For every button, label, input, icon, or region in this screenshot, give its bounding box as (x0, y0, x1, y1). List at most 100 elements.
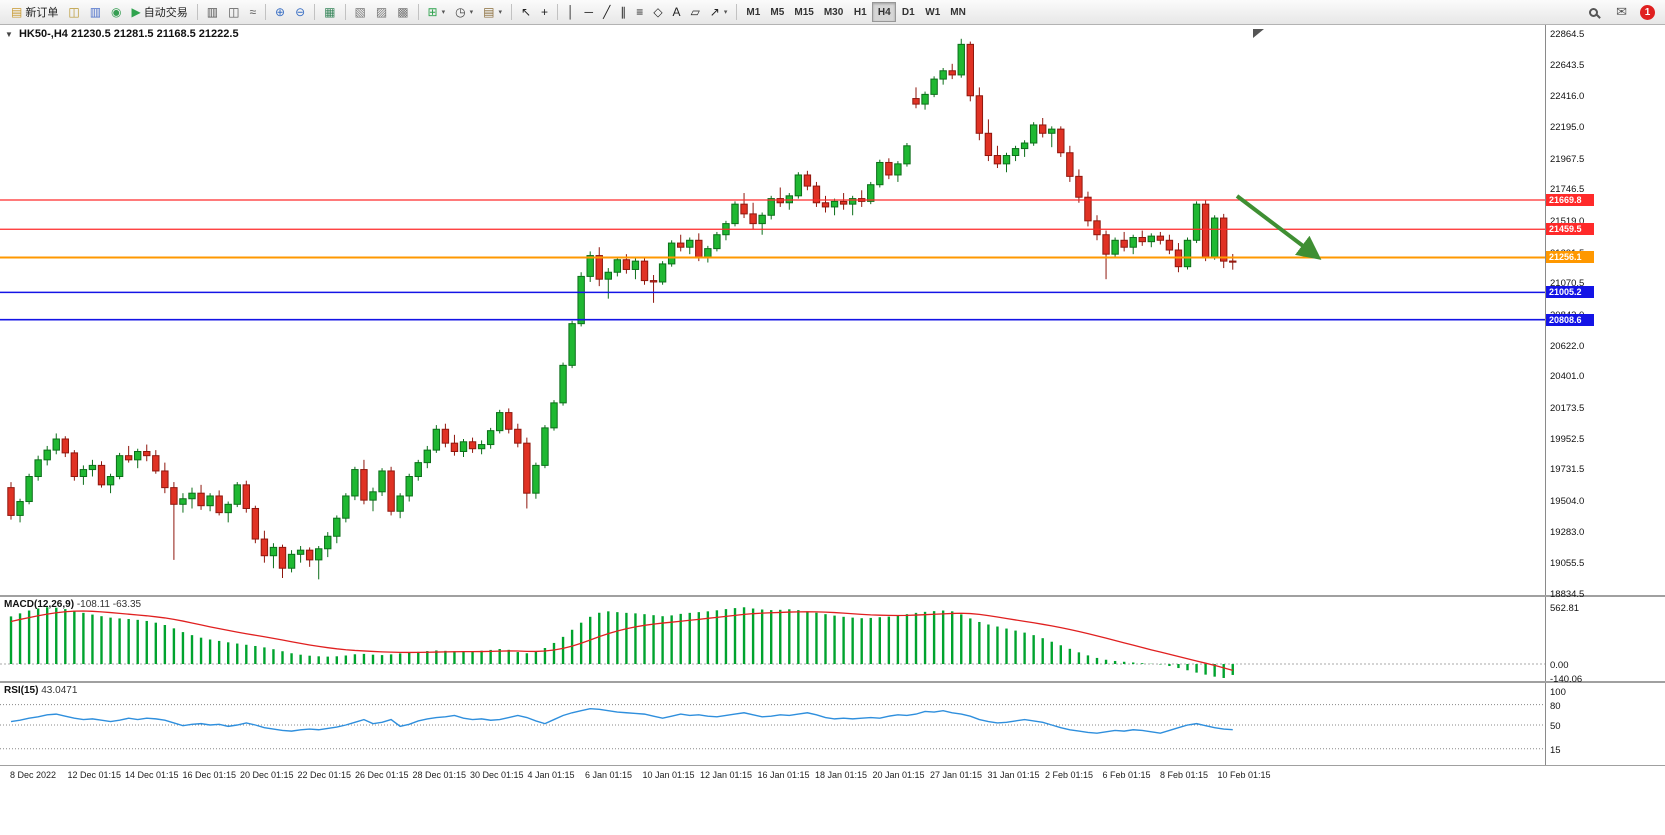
arrows-button[interactable]: ↗ ▾ (705, 2, 733, 22)
templates-icon: ▤ (483, 5, 495, 19)
time-axis-label: 10 Feb 01:15 (1217, 770, 1271, 780)
price-axis[interactable]: 22864.5 22643.5 22416.0 22195.0 21967.5 21746… (1545, 25, 1665, 600)
rsi-chart[interactable] (0, 683, 1545, 765)
cascade-charts-button[interactable]: ▨ (371, 2, 392, 22)
trendline-button[interactable]: ╱ (598, 2, 615, 22)
price-axis-label: 19731.5 (1550, 464, 1585, 476)
rsi-axis-label: 100 (1550, 687, 1566, 698)
toolbar-separator (417, 4, 419, 20)
price-axis-label: 20173.5 (1550, 402, 1585, 414)
rsi-axis[interactable]: 100 80 50 15 (1545, 683, 1665, 765)
message-button[interactable]: ✉ (1611, 2, 1632, 22)
candlestick-chart[interactable] (0, 25, 1545, 595)
vertical-line-icon: │ (567, 5, 575, 19)
time-axis-label: 8 Feb 01:15 (1160, 770, 1209, 780)
market-watch-icon: ◫ (68, 5, 80, 19)
time-axis-label: 18 Jan 01:15 (815, 770, 868, 780)
auto-trading-button[interactable]: ▶ 自动交易 (127, 2, 193, 22)
toolbar-left-group: ▤ 新订单 ◫ ▥ ◉ ▶ 自动交易 ▥ ◫ ≈ ⊕ ⊖ ▦ ▧ ▨ ▩ ⊞ ▾ ◷ ▾ ▤ ▾ ↖ + │ ─ ╱ ∥ ≡ ◇ A ▱ ↗ ▾ M… (6, 0, 971, 24)
rsi-axis-label: 15 (1550, 744, 1561, 756)
macd-panel[interactable]: MACD(12,26,9) -108.11 -63.35 562.81 0.00 -… (0, 597, 1665, 685)
time-axis[interactable]: 8 Dec 2022 12 Dec 01:15 14 Dec 01:15 16 Dec… (0, 766, 1665, 785)
collapse-arrow-icon[interactable]: ▼ (5, 30, 13, 39)
periods-button[interactable]: ◷ ▾ (450, 2, 478, 22)
timeframe-mn-button[interactable]: MN (945, 2, 971, 22)
toolbar-separator (510, 4, 512, 20)
vertical-line-button[interactable]: │ (562, 2, 580, 22)
chart-title: ▼ HK50-,H4 21230.5 21281.5 21168.5 21222… (5, 28, 239, 40)
zoom-out-button[interactable]: ⊖ (290, 2, 310, 22)
navigator-icon: ◉ (111, 5, 122, 19)
time-axis-label: 16 Dec 01:15 (182, 770, 237, 780)
maximize-chart-icon: ▩ (397, 5, 409, 19)
price-line-badge[interactable]: 21256.1 (1546, 251, 1594, 264)
label-button[interactable]: ▱ (686, 2, 705, 22)
timeframe-w1-button[interactable]: W1 (920, 2, 945, 22)
indicators-icon: ⊞ (427, 5, 438, 19)
timeframe-m15-button[interactable]: M15 (789, 2, 818, 22)
time-axis-label: 20 Jan 01:15 (872, 770, 925, 780)
equidistant-channel-button[interactable]: ∥ (615, 2, 631, 22)
new-order-icon: ▤ (11, 5, 23, 19)
label-icon: ▱ (690, 5, 700, 19)
time-axis-label: 12 Jan 01:15 (700, 770, 753, 780)
timeframe-m30-button[interactable]: M30 (819, 2, 848, 22)
zoom-in-icon: ⊕ (275, 5, 286, 19)
tile-windows-button[interactable]: ▦ (319, 2, 340, 22)
chart-shift-marker[interactable] (1253, 29, 1264, 38)
toolbar-separator (314, 4, 316, 20)
price-axis-label: 19952.5 (1550, 433, 1585, 445)
time-axis-label: 31 Jan 01:15 (987, 770, 1040, 780)
auto-trading-label: 自动交易 (143, 7, 188, 19)
indicators-button[interactable]: ⊞ ▾ (423, 2, 451, 22)
macd-chart[interactable] (0, 597, 1545, 681)
fibonacci-button[interactable]: ≡ (631, 2, 648, 22)
bar-chart-type-button[interactable]: ▥ (202, 2, 223, 22)
templates-button[interactable]: ▤ ▾ (478, 2, 507, 22)
navigator-button[interactable]: ◉ (106, 2, 126, 22)
zoom-in-button[interactable]: ⊕ (270, 2, 290, 22)
time-axis-label: 28 Dec 01:15 (412, 770, 467, 780)
search-button[interactable] (1584, 2, 1603, 22)
maximize-chart-button[interactable]: ▩ (392, 2, 413, 22)
timeframe-h4-button[interactable]: H4 (872, 2, 897, 22)
time-axis-label: 27 Jan 01:15 (930, 770, 983, 780)
new-order-button[interactable]: ▤ 新订单 (6, 2, 63, 22)
tile-windows-icon: ▦ (324, 5, 336, 19)
price-line-badge[interactable]: 20808.6 (1546, 313, 1594, 326)
timeframe-m5-button[interactable]: M5 (765, 2, 789, 22)
rsi-panel[interactable]: RSI(15) 43.0471 100 80 50 15 (0, 683, 1665, 766)
arrange-charts-icon: ▧ (354, 5, 366, 19)
rsi-name: RSI(15) (4, 685, 39, 696)
horizontal-line-button[interactable]: ─ (580, 2, 599, 22)
candlestick-chart-type-button[interactable]: ◫ (223, 2, 244, 22)
timeframe-d1-button[interactable]: D1 (896, 2, 920, 22)
macd-axis[interactable]: 562.81 0.00 -140.06 (1545, 597, 1665, 685)
text-button[interactable]: A (668, 2, 686, 22)
crosshair-button[interactable]: + (536, 2, 553, 22)
arrange-charts-button[interactable]: ▧ (350, 2, 371, 22)
data-window-button[interactable]: ▥ (85, 2, 106, 22)
market-watch-button[interactable]: ◫ (63, 2, 84, 22)
notification-badge[interactable]: 1 (1640, 4, 1655, 20)
price-axis-label: 21070.5 (1550, 278, 1585, 290)
price-chart-panel[interactable]: ▼ HK50-,H4 21230.5 21281.5 21168.5 21222… (0, 25, 1665, 600)
bar-chart-type-icon: ▥ (206, 5, 219, 19)
chart-window: ▼ HK50-,H4 21230.5 21281.5 21168.5 21222… (0, 25, 1665, 785)
shapes-button[interactable]: ◇ (648, 2, 667, 22)
time-axis-label: 2 Feb 01:15 (1045, 770, 1094, 780)
macd-label: MACD(12,26,9) -108.11 -63.35 (4, 599, 141, 610)
cursor-icon: ↖ (520, 5, 532, 19)
price-line-badge[interactable]: 21005.2 (1546, 286, 1594, 299)
macd-values: -108.11 -63.35 (76, 599, 142, 610)
macd-axis-label: 562.81 (1550, 602, 1580, 614)
price-line-badge[interactable]: 21669.8 (1546, 194, 1594, 206)
price-line-badge[interactable]: 21459.5 (1546, 223, 1594, 236)
timeframe-m1-button[interactable]: M1 (741, 2, 765, 22)
line-chart-type-button[interactable]: ≈ (244, 2, 261, 22)
timeframe-h1-button[interactable]: H1 (848, 2, 872, 22)
text-icon: A (672, 5, 681, 19)
message-icon: ✉ (1616, 4, 1627, 19)
cursor-button[interactable]: ↖ (516, 2, 536, 22)
